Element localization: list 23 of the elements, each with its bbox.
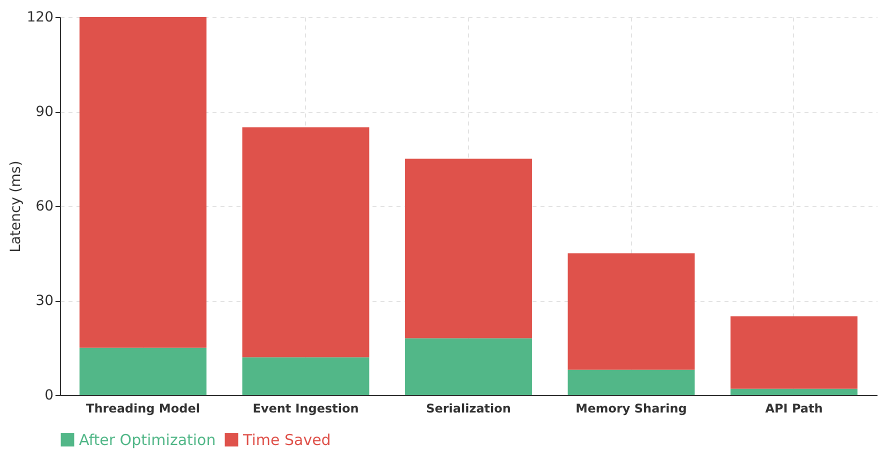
bar [80, 348, 206, 395]
bar [568, 253, 695, 370]
y-tick-label: 120 [26, 10, 54, 26]
x-tick-label: API Path [765, 402, 823, 416]
bar [568, 370, 695, 395]
y-axis-title: Latency (ms) [8, 160, 24, 252]
bar [730, 316, 858, 389]
x-tick-label: Event Ingestion [252, 402, 359, 416]
bar [80, 17, 206, 348]
bar [242, 127, 370, 358]
y-tick-label: 60 [36, 198, 54, 214]
y-tick-label: 0 [44, 388, 54, 404]
x-tick-label: Memory Sharing [576, 402, 687, 416]
bar [730, 388, 858, 395]
bar [405, 338, 532, 395]
legend-label: Time Saved [242, 430, 331, 449]
y-tick-label: 30 [36, 293, 54, 309]
bar [242, 357, 370, 395]
y-tick-label: 90 [36, 104, 54, 120]
bar [405, 158, 532, 338]
legend-label: After Optimization [79, 430, 216, 449]
x-tick-label: Serialization [426, 402, 511, 416]
x-tick-label: Threading Model [86, 402, 200, 416]
